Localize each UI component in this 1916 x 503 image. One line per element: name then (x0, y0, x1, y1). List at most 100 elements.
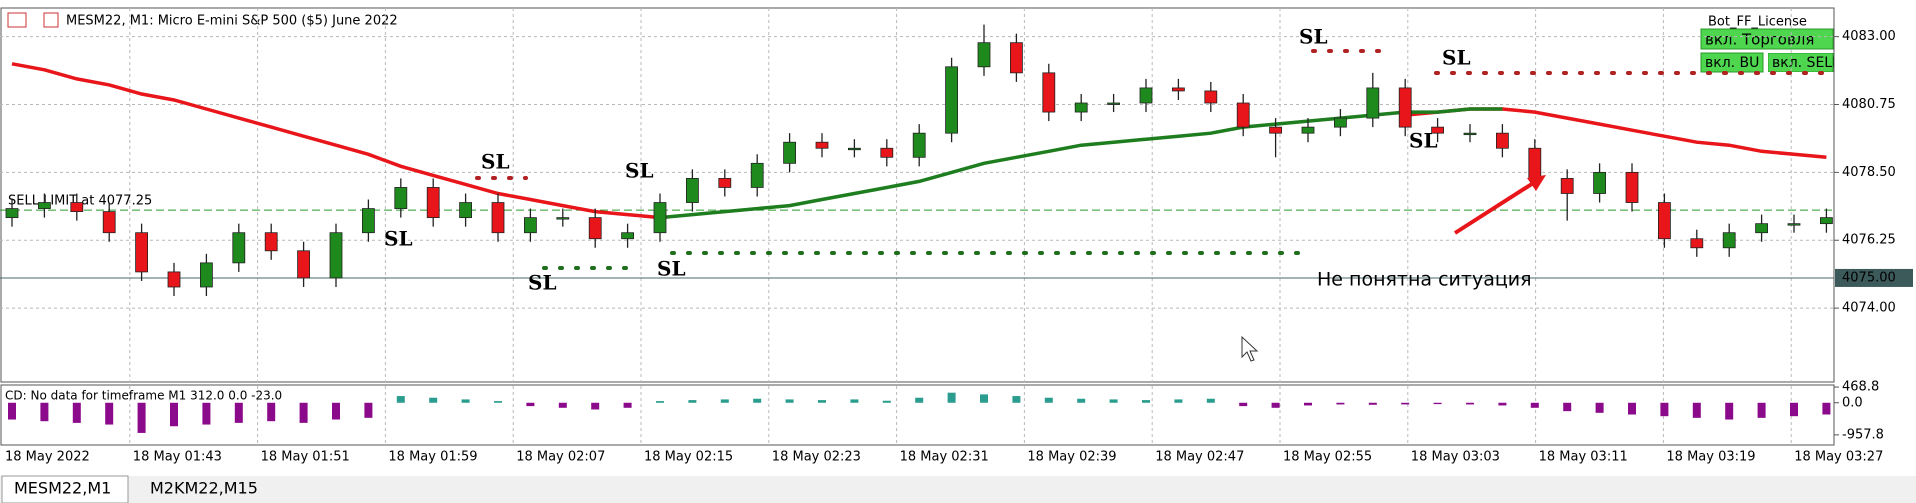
candle-body (1755, 223, 1768, 234)
x-tick-label: 18 May 02:47 (1155, 450, 1244, 465)
moving-average (659, 107, 1503, 220)
indicator-tick-label: 468.8 (1842, 380, 1879, 395)
indicator-bar (72, 402, 81, 423)
indicator-bar (1077, 398, 1086, 403)
candle-body (199, 262, 213, 288)
candle-body (491, 202, 505, 234)
trade-button[interactable] (1700, 28, 1834, 50)
candle-body (135, 232, 149, 273)
indicator-bar (1239, 402, 1248, 407)
active-tab[interactable] (1, 475, 129, 503)
candle-body (1139, 87, 1153, 104)
chart-icon[interactable] (43, 12, 59, 28)
x-tick-label: 18 May 02:23 (772, 450, 861, 465)
candle-body (750, 162, 764, 188)
y-tick-label: 4076.25 (1842, 233, 1896, 248)
current-price-box (1835, 268, 1913, 287)
bu-button[interactable] (1700, 52, 1764, 73)
candle-body (232, 232, 246, 264)
candle-body (977, 42, 991, 68)
indicator-bar (1174, 399, 1183, 403)
license-label: Bot_FF_License (1708, 15, 1807, 30)
menu-icon[interactable] (7, 12, 27, 28)
mouse-cursor (1241, 335, 1259, 362)
candle-body (1431, 126, 1444, 134)
x-tick-label: 18 May 02:31 (900, 450, 989, 465)
candle-body (1658, 202, 1671, 240)
price-panel-frame (0, 7, 1835, 383)
indicator-bar (1466, 402, 1474, 405)
candle-body (1593, 171, 1606, 194)
indicator-bar (40, 402, 49, 422)
candle-body (783, 141, 796, 164)
indicator-bar (1660, 402, 1669, 417)
indicator-bar (1271, 402, 1280, 408)
x-tick-label: 18 May 03:11 (1539, 450, 1628, 465)
candle-body (1463, 132, 1477, 136)
x-tick-label: 18 May 02:55 (1283, 450, 1372, 465)
candle-body (912, 132, 926, 158)
indicator-tick-label: 0.0 (1842, 395, 1863, 410)
indicator-bar (558, 402, 567, 408)
sell-button-label[interactable]: вкл. SELL (1772, 55, 1840, 71)
indicator-bar (494, 401, 502, 403)
candle-body (686, 178, 699, 203)
x-tick-label: 18 May 03:03 (1411, 450, 1500, 465)
candle-body (1496, 132, 1509, 149)
x-tick-label: 18 May 03:19 (1666, 450, 1755, 465)
candle-body (1042, 72, 1056, 113)
indicator-bar (1109, 399, 1118, 403)
annotation-arrow (1453, 178, 1540, 235)
indicator-bar (688, 400, 697, 403)
bu-button-label[interactable]: вкл. BU (1705, 55, 1759, 71)
x-tick-label: 18 May 01:59 (388, 450, 477, 465)
indicator-bar (1530, 402, 1539, 408)
x-tick-label: 18 May 2022 (5, 450, 90, 465)
sell-button[interactable]: вкл. SELL (1768, 53, 1840, 72)
sell-button-bg[interactable] (1768, 53, 1834, 72)
candle-body (1334, 117, 1347, 128)
sl-label: SL (625, 159, 654, 183)
indicator-bar (1725, 402, 1734, 420)
indicator-bar (656, 401, 664, 403)
indicator-bar (267, 402, 276, 422)
candle-body (588, 217, 602, 240)
candle-body (1366, 87, 1380, 119)
tab-label[interactable]: MESM22,M1 (14, 479, 111, 498)
candle-body (1398, 87, 1412, 128)
candle-body (5, 208, 19, 219)
candle-body (653, 202, 667, 234)
trade-button-label[interactable]: вкл. Торговля (1705, 31, 1814, 49)
x-tick-label: 18 May 02:07 (516, 450, 605, 465)
x-tick-label: 18 May 02:15 (644, 450, 733, 465)
tab-label[interactable]: M2KM22,M15 (150, 479, 258, 498)
candle-body (38, 202, 51, 209)
sl-label: SL (384, 227, 413, 251)
y-tick-label: 4078.50 (1842, 165, 1896, 180)
chart-title: MESM22, M1: Micro E-mini S&P 500 ($5) Ju… (66, 14, 398, 29)
candle-body (1236, 102, 1250, 128)
indicator-bar (1757, 402, 1766, 418)
indicator-bar (137, 402, 146, 433)
indicator-bar (202, 402, 211, 425)
indicator-bar (1142, 400, 1150, 403)
indicator-tick-label: -957.8 (1842, 427, 1884, 442)
candle-body (718, 178, 732, 188)
indicator-bar (429, 397, 438, 403)
indicator-bar (623, 402, 632, 408)
x-tick-label: 18 May 03:27 (1794, 450, 1883, 465)
candle-body (945, 66, 958, 134)
indicator-bar (1433, 402, 1442, 405)
candle-body (1107, 102, 1120, 105)
sl-label: SL (1409, 129, 1438, 153)
y-tick-label: 4083.00 (1842, 29, 1896, 44)
indicator-bar (1044, 397, 1053, 403)
candle-body (1722, 232, 1736, 249)
sl-label: SL (1442, 46, 1471, 70)
candle-body (102, 211, 116, 234)
indicator-bar (1595, 402, 1604, 413)
candle-body (1820, 217, 1833, 225)
indicator-bar (170, 402, 178, 427)
